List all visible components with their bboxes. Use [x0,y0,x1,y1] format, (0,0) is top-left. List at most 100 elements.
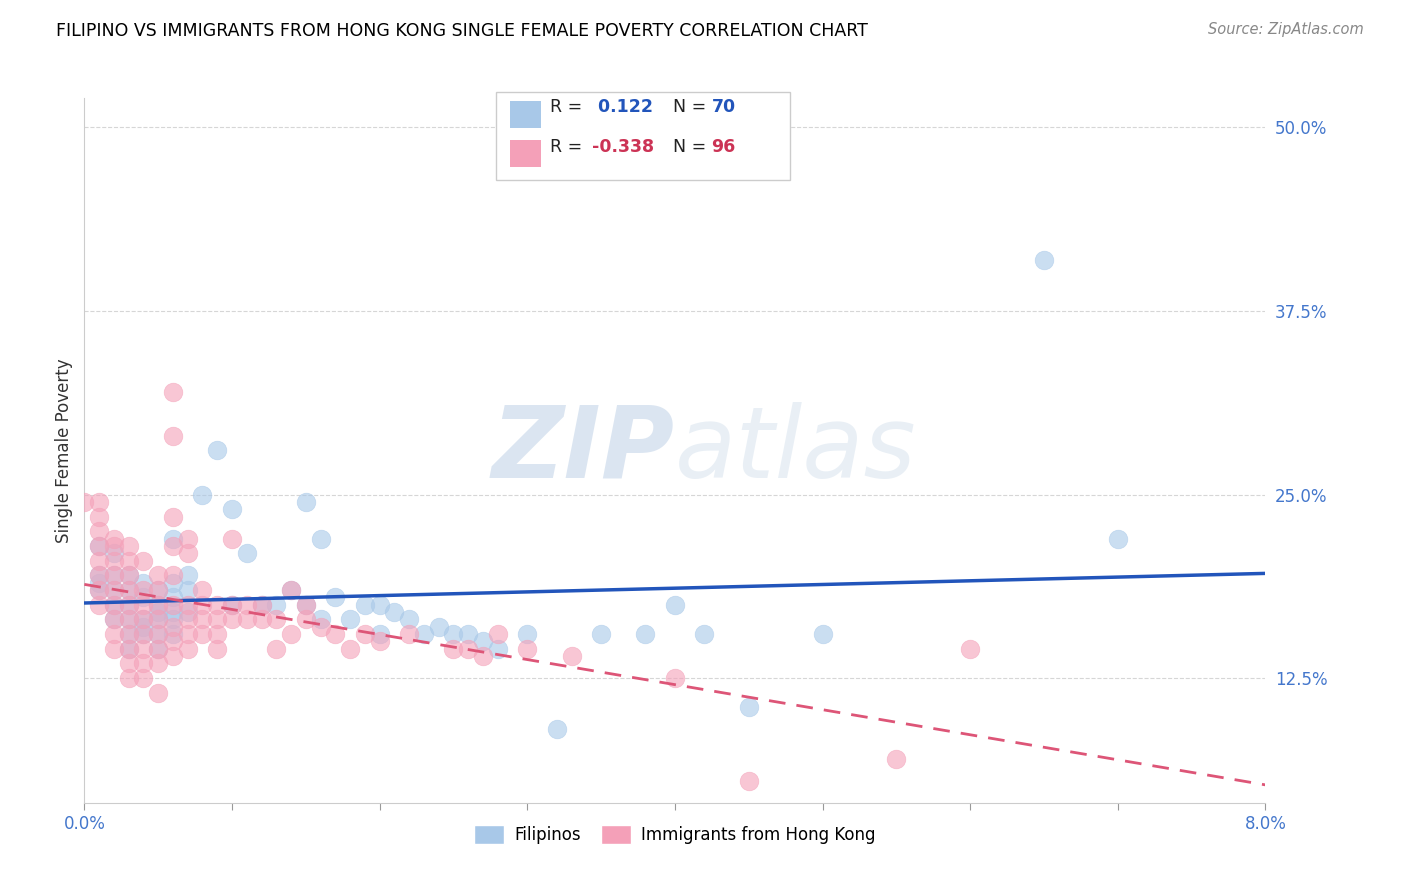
Point [148,612,170,626]
Point [162,384,184,399]
Point [811,627,834,641]
Text: 0.122: 0.122 [592,97,652,115]
Text: -0.338: -0.338 [592,137,654,155]
Point [87,553,111,567]
Point [250,612,273,626]
Point [177,605,200,619]
Point [664,671,686,685]
Point [398,612,420,626]
Point [162,634,184,648]
Point [384,605,406,619]
Point [162,429,184,443]
Point [207,598,229,612]
Point [413,627,436,641]
Point [103,532,125,546]
Point [87,495,111,509]
Point [103,627,125,641]
Point [162,648,184,663]
Point [235,598,259,612]
Point [118,641,141,656]
Point [191,612,214,626]
Text: Source: ZipAtlas.com: Source: ZipAtlas.com [1208,22,1364,37]
Text: 96: 96 [711,137,735,155]
Point [486,627,509,641]
Point [118,627,141,641]
Point [118,539,141,553]
Point [177,641,200,656]
Point [280,627,302,641]
Point [177,546,200,560]
Point [118,612,141,626]
Point [1107,532,1129,546]
Point [693,627,716,641]
Point [221,598,243,612]
Point [325,591,347,605]
Point [221,612,243,626]
Point [221,598,243,612]
Point [132,641,155,656]
Point [103,598,125,612]
Point [546,723,568,737]
Point [118,553,141,567]
Point [177,627,200,641]
Point [191,487,214,501]
Point [443,627,465,641]
Point [87,582,111,597]
Point [207,641,229,656]
Point [132,575,155,590]
Point [162,575,184,590]
Point [221,532,243,546]
Point [148,627,170,641]
Point [132,612,155,626]
Point [664,598,686,612]
Point [103,568,125,582]
Point [118,598,141,612]
Point [103,546,125,560]
Point [1033,252,1056,267]
Point [118,582,141,597]
Point [118,657,141,671]
Point [87,524,111,539]
Point [280,582,302,597]
Point [309,612,332,626]
Point [368,598,391,612]
Point [738,773,761,788]
Point [87,509,111,524]
Point [207,612,229,626]
Point [368,627,391,641]
Point [177,568,200,582]
Point [87,568,111,582]
Point [148,582,170,597]
Point [177,598,200,612]
Point [264,598,288,612]
Point [339,641,361,656]
Point [148,641,170,656]
Point [207,443,229,458]
Point [103,612,125,626]
Point [398,627,420,641]
Point [162,532,184,546]
Point [191,627,214,641]
Point [295,598,318,612]
Point [87,539,111,553]
Point [457,627,479,641]
Text: N =: N = [673,137,713,155]
Point [118,582,141,597]
Point [132,657,155,671]
Point [162,620,184,634]
Point [118,671,141,685]
Point [87,539,111,553]
Point [132,627,155,641]
Point [427,620,450,634]
Point [103,582,125,597]
Point [472,648,495,663]
Point [295,598,318,612]
Point [162,627,184,641]
Text: atlas: atlas [675,402,917,499]
Point [103,612,125,626]
Point [148,686,170,700]
Point [103,598,125,612]
Point [87,582,111,597]
Point [207,627,229,641]
Point [309,532,332,546]
